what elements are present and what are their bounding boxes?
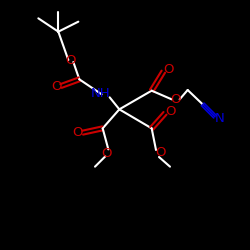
Text: O: O <box>163 63 173 76</box>
Text: N: N <box>215 112 225 125</box>
Text: O: O <box>101 147 112 160</box>
Text: O: O <box>51 80 61 92</box>
Text: O: O <box>165 105 175 118</box>
Text: O: O <box>65 54 76 66</box>
Text: O: O <box>170 93 181 106</box>
Text: O: O <box>156 146 166 158</box>
Text: NH: NH <box>91 87 110 100</box>
Text: O: O <box>72 126 83 139</box>
